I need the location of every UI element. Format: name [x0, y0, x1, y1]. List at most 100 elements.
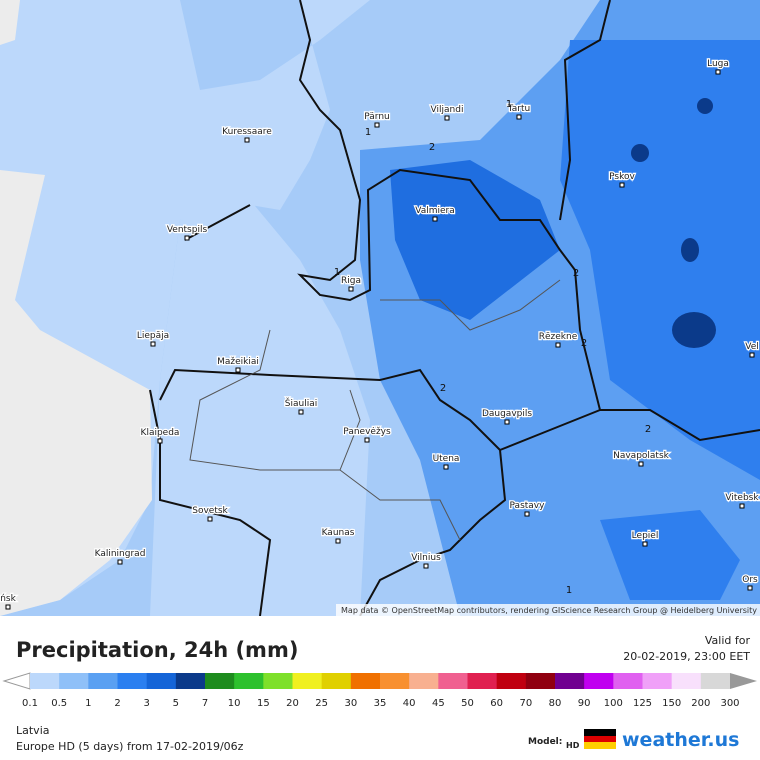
sea-gray: [0, 170, 152, 616]
place-label: Vilnius: [411, 553, 441, 563]
place-label: ńsk: [0, 594, 16, 604]
place-label: Ors: [742, 575, 758, 585]
legend-label: 20: [286, 698, 299, 709]
place-marker: [298, 409, 304, 415]
legend-label: 50: [461, 698, 474, 709]
contour-label: 2: [645, 424, 651, 435]
legend-swatch: [613, 673, 643, 689]
legend-arrow-right: [730, 673, 757, 689]
brand: weather.us: [622, 729, 740, 751]
precip-spot: [672, 312, 716, 348]
attribution: Map data © OpenStreetMap contributors, r…: [341, 606, 757, 615]
place-marker: [348, 286, 354, 292]
legend-swatch: [350, 673, 381, 689]
legend-swatch: [234, 673, 264, 689]
place-marker: [747, 585, 753, 591]
place-marker: [117, 559, 123, 565]
legend-label: 30: [344, 698, 358, 709]
contour-label: 1: [365, 127, 371, 138]
place-label: Panevėžys: [343, 427, 391, 437]
legend-label: 200: [691, 698, 711, 709]
place-marker: [150, 341, 156, 347]
borders: [149, 0, 760, 616]
legend-swatch: [642, 673, 673, 689]
place-label: Daugavpils: [482, 409, 532, 419]
place-label: Vitebsk: [725, 493, 759, 503]
flag: [584, 729, 616, 749]
legend-swatch: [146, 673, 177, 689]
precip-spot: [697, 98, 713, 114]
legend-swatch: [292, 673, 323, 689]
legend-label: 10: [227, 698, 241, 709]
precip-heavy: [560, 40, 760, 480]
legend-swatch: [321, 673, 352, 689]
place-marker: [235, 367, 241, 373]
contour-label: 2: [581, 338, 587, 349]
place-label: Pastavy: [510, 501, 546, 511]
sea-gray: [0, 0, 20, 45]
legend-label: 15: [256, 698, 270, 709]
legend-label: 150: [662, 698, 682, 709]
place-marker: [749, 352, 755, 358]
legend-label: 0.1: [22, 698, 38, 709]
place-marker: [555, 342, 561, 348]
legend-label: 300: [720, 698, 740, 709]
legend-label: 3: [143, 698, 150, 709]
legend-swatch: [438, 673, 468, 689]
legend-swatch: [88, 673, 118, 689]
valid-label: Valid for: [704, 634, 750, 647]
legend-swatch: [496, 673, 527, 689]
legend-swatch: [380, 673, 410, 689]
district-lines: [189, 279, 561, 541]
place-label: Kuressaare: [222, 127, 272, 137]
place-marker: [504, 419, 510, 425]
legend-label: 80: [548, 698, 562, 709]
precip-spot: [681, 238, 699, 262]
legend-label: 125: [632, 698, 653, 709]
legend-swatch: [555, 673, 585, 689]
legend-label: 100: [603, 698, 623, 709]
place-marker: [157, 438, 163, 444]
place-label: Klaipeda: [141, 428, 180, 438]
place-marker: [184, 235, 190, 241]
places: Kuressaare Pärnu Viljandi Tartu Luga Pskov Val…: [0, 58, 760, 610]
legend-label: 60: [490, 698, 504, 709]
legend-swatch: [409, 673, 439, 689]
legend-swatch: [263, 673, 293, 689]
attribution-bg: [336, 604, 760, 616]
legend-swatch: [700, 673, 731, 689]
place-marker: [444, 115, 450, 121]
legend-label: 5: [172, 698, 180, 709]
place-marker: [524, 511, 530, 517]
legend-label: 25: [315, 698, 329, 709]
place-label: Kaunas: [322, 528, 355, 538]
title: Precipitation, 24h (mm): [16, 638, 299, 662]
place-marker: [443, 464, 449, 470]
place-marker: [516, 114, 522, 120]
contour-label: 2: [429, 142, 435, 153]
legend-label: 35: [373, 698, 387, 709]
place-marker: [739, 503, 745, 509]
place-label: Ventspils: [167, 225, 208, 235]
place-label: Rēzekne: [539, 332, 578, 342]
legend-swatch: [525, 673, 556, 689]
legend-label: 0.5: [51, 698, 68, 709]
contour-label: 2: [440, 383, 446, 394]
model-run: Europe HD (5 days) from 17-02-2019/06z: [16, 740, 244, 753]
place-marker: [244, 137, 250, 143]
place-label: Kaliningrad: [95, 549, 146, 559]
map: Kuressaare Pärnu Viljandi Tartu Luga Pskov Val…: [0, 0, 760, 616]
place-marker: [335, 538, 341, 544]
place-label: Pärnu: [364, 112, 390, 122]
legend-label: 90: [577, 698, 591, 709]
place-marker: [374, 122, 380, 128]
place-label: Luga: [707, 59, 729, 69]
place-marker: [207, 516, 213, 522]
legend-arrow-left: [2, 672, 31, 690]
place-label: Pskov: [609, 172, 635, 182]
place-marker: [715, 69, 721, 75]
legend-swatch: [467, 673, 498, 689]
place-label: Mažeikiai: [217, 357, 259, 367]
legend-label: 7: [201, 698, 209, 709]
contour-labels: 1 2 1 2 2 2 2 1 1: [334, 99, 651, 596]
